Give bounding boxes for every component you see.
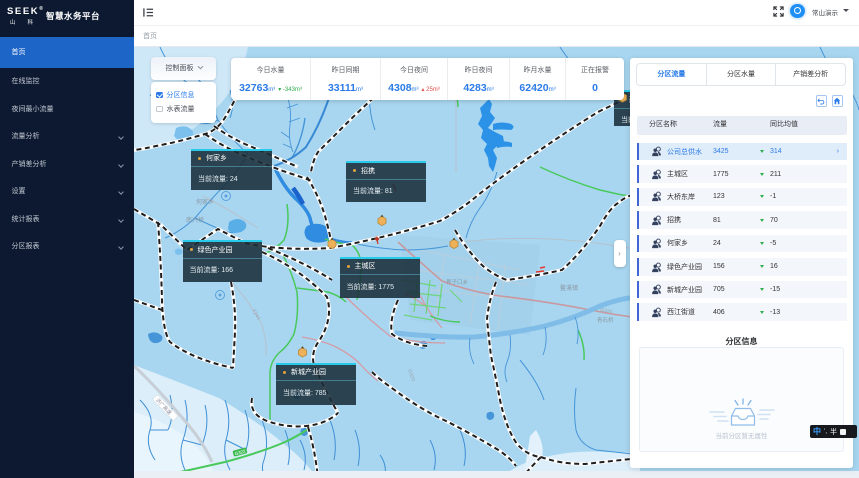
svg-text:界子口乡: 界子口乡 — [446, 279, 468, 286]
svg-text:鳌溪镇: 鳌溪镇 — [560, 284, 578, 292]
svg-text:青石桥: 青石桥 — [597, 316, 614, 324]
svg-text:G320: G320 — [600, 307, 613, 315]
svg-text:X244: X244 — [250, 308, 261, 321]
svg-text:何家乡: 何家乡 — [196, 198, 214, 206]
svg-text:南兴桥: 南兴桥 — [186, 216, 204, 224]
svg-text:G320: G320 — [406, 369, 416, 383]
svg-text:G322: G322 — [234, 449, 246, 457]
